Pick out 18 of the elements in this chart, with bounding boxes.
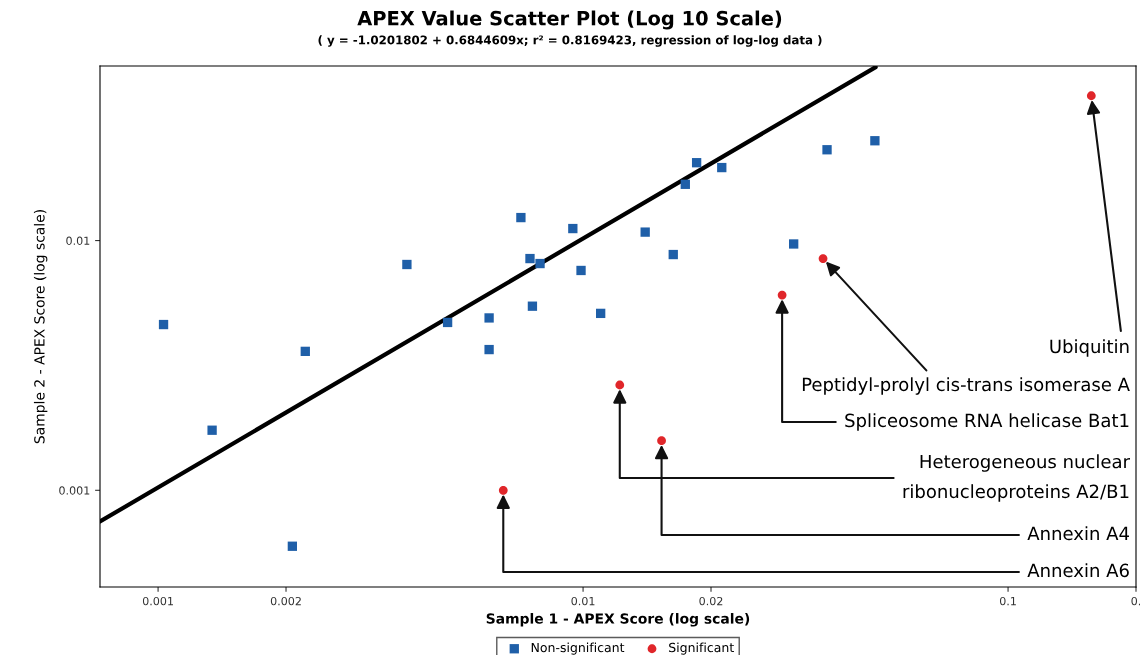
x-tick-label: 0.002: [270, 596, 301, 606]
legend-label: Significant: [669, 642, 734, 655]
chart-subtitle: ( y = -1.0201802 + 0.6844609x; r² = 0.8169423, regression of log-log data ): [318, 35, 822, 47]
x-tick-label: 0.: [1131, 596, 1140, 606]
annotation: Peptidyl-prolyl cis-trans isomerase A: [802, 377, 1130, 395]
annotation: Ubiquitin: [1050, 339, 1129, 357]
legend-label: Non-significant: [531, 642, 625, 655]
x-tick-label: 0.01: [571, 596, 595, 606]
chart-title: APEX Value Scatter Plot (Log 10 Scale): [357, 10, 782, 30]
x-tick-label: 0.001: [142, 596, 173, 606]
y-axis-title: Sample 2 - APEX Score (log scale): [33, 210, 48, 444]
annotation: Spliceosome RNA helicase Bat1: [845, 413, 1129, 431]
x-axis-title: Sample 1 - APEX Score (log scale): [486, 613, 750, 627]
annotation: Annexin A6: [1027, 563, 1129, 578]
annotation: Heterogeneous nuclear ribonucleoproteins A2/B1: [903, 454, 1130, 502]
x-tick-label: 0.1: [999, 596, 1016, 606]
annotation: Annexin A4: [1027, 526, 1129, 541]
x-tick-label: 0.02: [699, 596, 723, 606]
